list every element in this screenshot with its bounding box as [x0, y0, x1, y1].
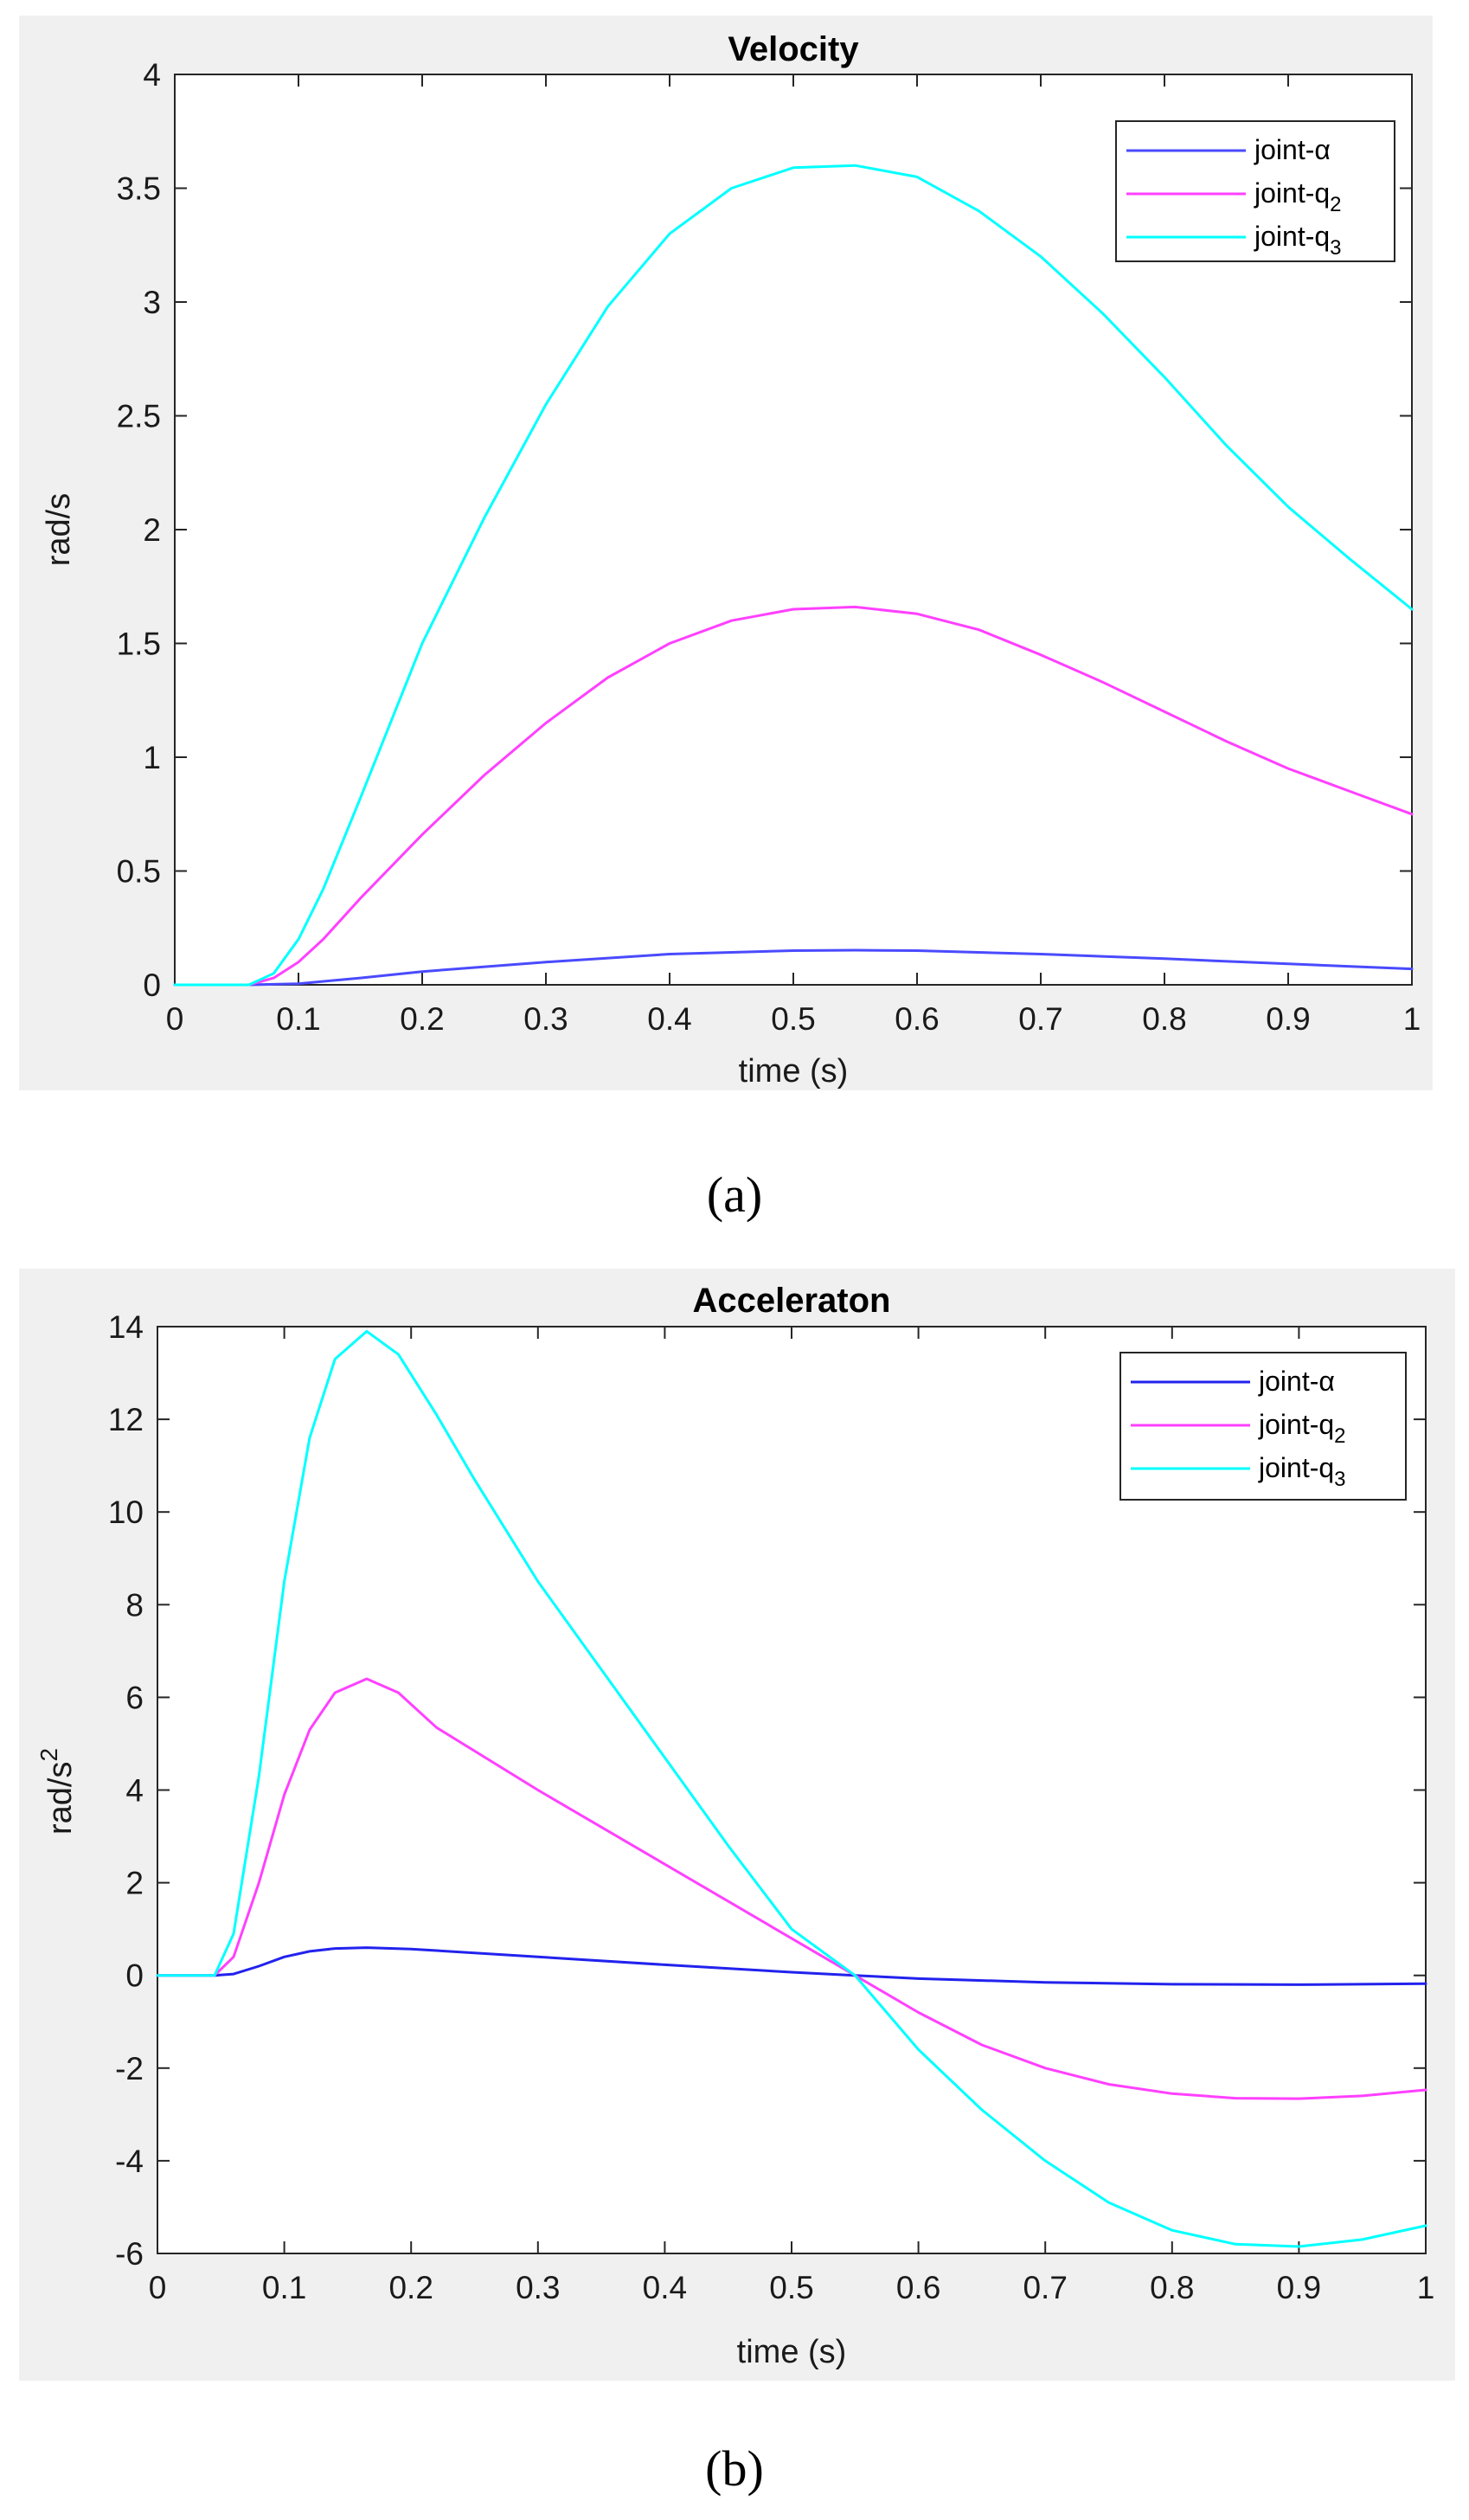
y-tick-label: 1	[143, 740, 161, 775]
x-tick-label: 0.1	[276, 1001, 320, 1037]
y-tick-label: 3	[143, 285, 161, 320]
x-tick-label: 0.7	[1023, 2270, 1067, 2305]
y-tick-label: 2	[125, 1866, 144, 1901]
y-tick-label: 8	[125, 1587, 144, 1623]
x-tick-label: 0.3	[516, 2270, 560, 2305]
x-tick-label: 0	[166, 1001, 184, 1037]
y-tick-label: 10	[108, 1495, 144, 1530]
y-tick-label: 0.5	[117, 854, 161, 890]
y-tick-label: 1.5	[117, 627, 161, 662]
x-tick-label: 1	[1417, 2270, 1435, 2305]
velocity-chart-title: Velocity	[728, 30, 859, 68]
y-tick-label: 2.5	[117, 399, 161, 434]
x-tick-label: 0.9	[1266, 1001, 1310, 1037]
x-tick-label: 0.2	[400, 1001, 444, 1037]
acceleration-y-axis-label: rad/s2	[35, 1748, 79, 1835]
x-tick-label: 0.8	[1142, 1001, 1186, 1037]
x-tick-label: 0.4	[643, 2270, 687, 2305]
velocity-y-axis-label: rad/s	[41, 493, 77, 566]
series-line-joint-q3	[156, 1329, 1427, 2248]
y-tick-label: 14	[108, 1309, 144, 1345]
velocity-chart: Velocity 0 0.1 0.2 0.3 0.4 0.5 0.6 0.7 0.8 0.9 1 0 0.…	[41, 30, 1421, 1090]
legend-entry: joint-q3	[1254, 221, 1342, 260]
x-tick-label: 0.1	[262, 2270, 306, 2305]
x-tick-label: 0.2	[388, 2270, 433, 2305]
acceleration-chart-title: Acceleraton	[693, 1282, 891, 1320]
x-tick-label: 0.6	[895, 1001, 939, 1037]
y-tick-label: 4	[143, 57, 161, 93]
velocity-x-axis-label: time (s)	[739, 1053, 849, 1090]
velocity-legend: joint-α joint-q2 joint-q3	[1115, 120, 1395, 262]
legend-entry: joint-α	[1258, 1366, 1335, 1397]
y-tick-label: -6	[115, 2236, 144, 2272]
acceleration-chart: Acceleraton 0 0.1 0.2 0.3 0.4 0.5 0.6 0.7 0.8 0.9 1…	[35, 1282, 1434, 2370]
x-tick-label: 0.3	[523, 1001, 568, 1037]
y-tick-label: 12	[108, 1402, 144, 1437]
legend-entry: joint-q3	[1258, 1452, 1346, 1491]
caption-a: (a)	[707, 1167, 762, 1223]
x-tick-label: 0.9	[1277, 2270, 1321, 2305]
y-tick-label: 4	[125, 1773, 144, 1809]
x-tick-label: 0.8	[1150, 2270, 1194, 2305]
legend-entry: joint-q2	[1254, 177, 1342, 216]
x-tick-label: 0	[149, 2270, 167, 2305]
x-tick-label: 0.6	[896, 2270, 940, 2305]
x-tick-label: 0.5	[771, 1001, 815, 1037]
caption-b: (b)	[705, 2440, 764, 2497]
x-tick-label: 0.5	[769, 2270, 813, 2305]
acceleration-legend: joint-α joint-q2 joint-q3	[1119, 1352, 1407, 1501]
x-tick-label: 0.4	[647, 1001, 691, 1037]
series-line-joint-α	[173, 948, 1414, 987]
y-tick-label: 0	[125, 1958, 144, 1994]
y-tick-label: 0	[143, 968, 161, 1003]
acceleration-x-axis-label: time (s)	[737, 2334, 847, 2370]
series-line-joint-q3	[173, 164, 1414, 987]
x-tick-label: 0.7	[1018, 1001, 1062, 1037]
series-line-joint-q2	[156, 1677, 1427, 2100]
series-line-joint-α	[156, 1946, 1427, 1986]
y-tick-label: -4	[115, 2144, 144, 2179]
y-tick-label: 2	[143, 512, 161, 548]
legend-entry: joint-α	[1254, 134, 1331, 165]
y-tick-label: 6	[125, 1680, 144, 1715]
legend-entry: joint-q2	[1258, 1409, 1346, 1448]
y-tick-label: 3.5	[117, 171, 161, 207]
series-line-joint-q2	[173, 605, 1414, 987]
x-tick-label: 1	[1403, 1001, 1421, 1037]
y-tick-label: -2	[115, 2051, 144, 2086]
